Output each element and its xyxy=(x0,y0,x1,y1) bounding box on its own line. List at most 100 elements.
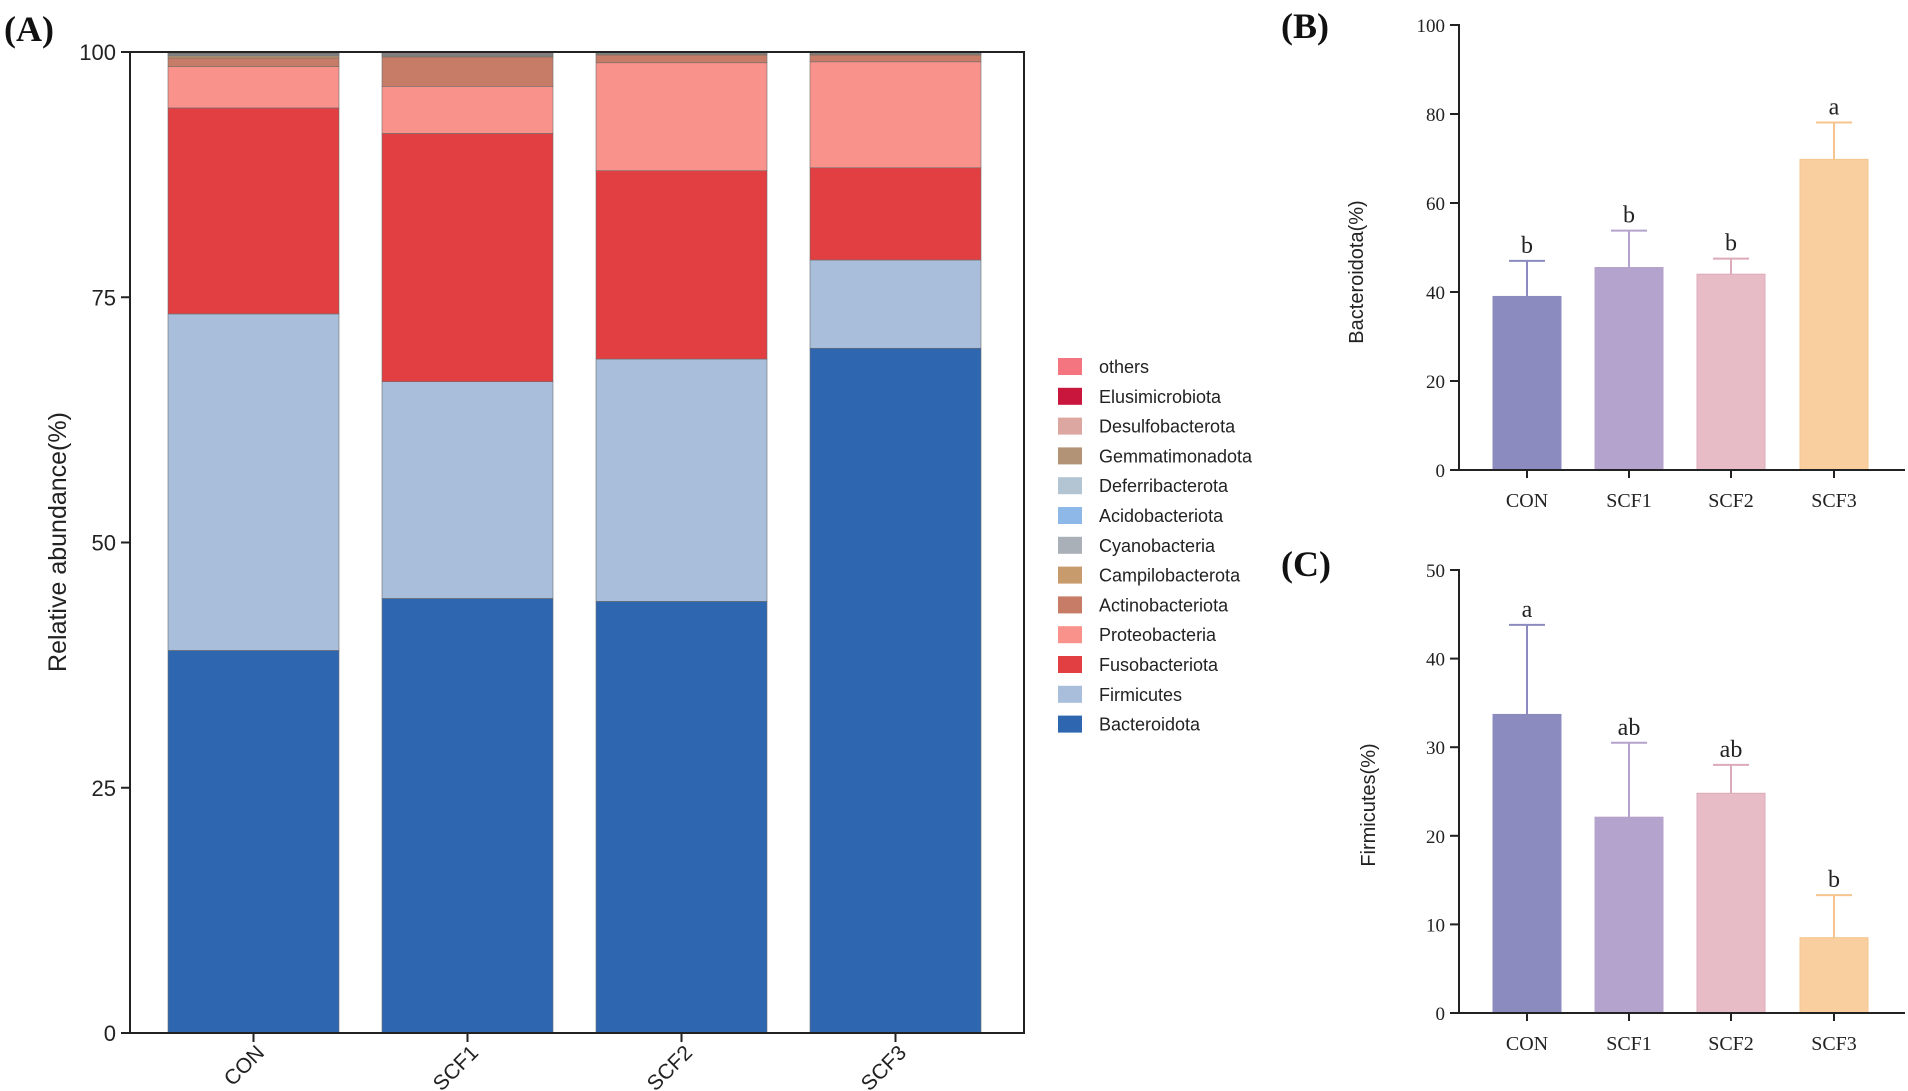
bar-segment-scf1-actinobacteriota xyxy=(381,56,554,87)
bars-c: a ab ab b xyxy=(1492,597,1869,1014)
legend-swatch-firmicutes xyxy=(1058,685,1082,703)
y-axis-label-c: Firmicutes(%) xyxy=(1358,743,1380,866)
y-tick-label-b-100: 100 xyxy=(1417,16,1446,37)
x-tick-label-a-scf2: SCF2 xyxy=(643,1041,697,1091)
x-tick-label-a-con: CON xyxy=(220,1041,269,1090)
y-tick-label-c-50: 50 xyxy=(1426,561,1445,582)
significance-letter-b-con: b xyxy=(1521,233,1533,259)
y-tick-label-b-60: 60 xyxy=(1426,194,1445,215)
legend-swatch-cyanobacteria xyxy=(1058,536,1082,554)
y-tick-label-c-0: 0 xyxy=(1436,1004,1446,1025)
legend-label-actinobacteriota: Actinobacteriota xyxy=(1099,595,1229,615)
stacked-bars xyxy=(167,51,982,1034)
y-tick-label-a-75: 75 xyxy=(92,285,116,310)
axes-c: 0 10 20 30 40 50 CON SCF1 SCF2 SCF3 xyxy=(1426,561,1905,1055)
y-tick-label-b-80: 80 xyxy=(1426,105,1445,126)
x-tick-label-c-con: CON xyxy=(1506,1033,1548,1055)
y-axis-label-a: Relative abundance(%) xyxy=(44,412,72,672)
significance-letter-c-con: a xyxy=(1522,597,1533,623)
bar-b-con xyxy=(1492,295,1562,471)
legend-label-others: others xyxy=(1099,357,1149,377)
legend-swatch-gemmatimonadota xyxy=(1058,447,1082,465)
bar-c-scf2 xyxy=(1696,792,1766,1014)
panel-label-a: (A) xyxy=(4,9,54,49)
legend-label-campilobacterota: Campilobacterota xyxy=(1099,566,1241,586)
bar-b-scf2 xyxy=(1696,273,1766,471)
y-tick-label-b-0: 0 xyxy=(1436,461,1446,482)
stacked-bar-chart-a: 0 25 50 75 100 CON SCF1 SCF2 SCF3 Relative abun… xyxy=(44,40,1253,1091)
y-tick-label-b-20: 20 xyxy=(1426,372,1445,393)
bar-c-scf3 xyxy=(1799,937,1869,1014)
y-tick-label-b-40: 40 xyxy=(1426,283,1445,304)
bar-segment-con-actinobacteriota xyxy=(167,57,340,68)
bar-segment-scf2-bacteroidota xyxy=(595,601,768,1034)
legend-label-acidobacteriota: Acidobacteriota xyxy=(1099,506,1224,526)
bar-segment-con-proteobacteria xyxy=(167,66,340,109)
y-tick-label-a-50: 50 xyxy=(92,531,116,556)
x-tick-label-b-scf3: SCF3 xyxy=(1811,490,1857,512)
bar-c-con xyxy=(1492,713,1562,1014)
x-tick-label-c-scf3: SCF3 xyxy=(1811,1033,1857,1055)
bar-b-scf1 xyxy=(1594,267,1664,471)
significance-letter-c-scf2: ab xyxy=(1720,737,1743,763)
bar-segment-scf1-firmicutes xyxy=(381,381,554,599)
bar-b-scf3 xyxy=(1799,158,1869,471)
y-tick-label-c-40: 40 xyxy=(1426,650,1445,671)
legend-label-bacteroidota: Bacteroidota xyxy=(1099,715,1201,735)
panel-label-b: (B) xyxy=(1281,6,1329,46)
legend-swatch-others xyxy=(1058,358,1082,375)
x-tick-label-b-scf1: SCF1 xyxy=(1606,490,1652,512)
legend-label-elusimicrobiota: Elusimicrobiota xyxy=(1099,387,1222,407)
x-tick-label-c-scf2: SCF2 xyxy=(1708,1033,1754,1055)
significance-letter-b-scf1: b xyxy=(1623,203,1635,229)
y-axis-a: 0 25 50 75 100 xyxy=(79,40,130,1046)
bar-segment-scf3-fusobacteriota xyxy=(809,167,982,261)
bars-b: b b b a xyxy=(1492,94,1869,471)
significance-letter-b-scf2: b xyxy=(1725,231,1737,257)
bar-segment-scf1-bacteroidota xyxy=(381,598,554,1034)
legend-a: others Elusimicrobiota Desulfobacterota Gem… xyxy=(1058,357,1253,735)
legend-swatch-fusobacteriota xyxy=(1058,656,1082,673)
legend-swatch-actinobacteriota xyxy=(1058,596,1082,614)
x-tick-label-b-con: CON xyxy=(1506,490,1548,512)
legend-swatch-desulfobacterota xyxy=(1058,417,1082,435)
bar-chart-c: a ab ab b 0 10 20 30 40 50 CON SCF1 SCF2 SCF3 Firmic… xyxy=(1358,561,1905,1055)
legend-swatch-bacteroidota xyxy=(1058,715,1082,733)
significance-letter-c-scf3: b xyxy=(1828,867,1840,893)
axes-b: 0 20 40 60 80 100 CON SCF1 SCF2 SCF3 xyxy=(1417,16,1905,512)
legend-swatch-elusimicrobiota xyxy=(1058,387,1082,405)
bar-segment-scf2-firmicutes xyxy=(595,358,768,602)
bar-segment-con-bacteroidota xyxy=(167,650,340,1034)
bar-segment-scf2-proteobacteria xyxy=(595,62,768,172)
significance-letter-b-scf3: a xyxy=(1829,94,1840,120)
legend-label-firmicutes: Firmicutes xyxy=(1099,685,1182,705)
bar-segment-scf2-actinobacteriota xyxy=(595,54,768,64)
y-tick-label-c-20: 20 xyxy=(1426,827,1445,848)
x-tick-label-b-scf2: SCF2 xyxy=(1708,490,1754,512)
bar-segment-scf2-fusobacteriota xyxy=(595,170,768,360)
bar-segment-scf3-firmicutes xyxy=(809,259,982,349)
bar-segment-scf3-proteobacteria xyxy=(809,61,982,169)
y-axis-label-b: Bacteroidota(%) xyxy=(1346,200,1368,343)
y-tick-label-c-30: 30 xyxy=(1426,738,1445,759)
x-axis-a: CON SCF1 SCF2 SCF3 xyxy=(220,1033,911,1091)
x-tick-label-c-scf1: SCF1 xyxy=(1606,1033,1652,1055)
bar-segment-scf3-bacteroidota xyxy=(809,347,982,1034)
bar-segment-scf1-fusobacteriota xyxy=(381,133,554,382)
bar-segment-scf3-actinobacteriota xyxy=(809,54,982,63)
legend-swatch-campilobacterota xyxy=(1058,566,1082,584)
y-tick-label-a-25: 25 xyxy=(92,776,116,801)
legend-label-deferribacterota: Deferribacterota xyxy=(1099,476,1229,496)
legend-label-fusobacteriota: Fusobacteriota xyxy=(1099,655,1219,675)
legend-label-cyanobacteria: Cyanobacteria xyxy=(1099,536,1216,556)
panel-label-c: (C) xyxy=(1281,544,1331,584)
y-tick-label-c-10: 10 xyxy=(1426,915,1445,936)
legend-swatch-proteobacteria xyxy=(1058,626,1082,644)
legend-label-proteobacteria: Proteobacteria xyxy=(1099,625,1217,645)
y-tick-label-a-100: 100 xyxy=(79,40,116,65)
y-tick-label-a-0: 0 xyxy=(104,1021,116,1046)
legend-swatch-deferribacterota xyxy=(1058,477,1082,495)
bar-segment-con-fusobacteriota xyxy=(167,107,340,315)
significance-letter-c-scf1: ab xyxy=(1618,715,1641,741)
